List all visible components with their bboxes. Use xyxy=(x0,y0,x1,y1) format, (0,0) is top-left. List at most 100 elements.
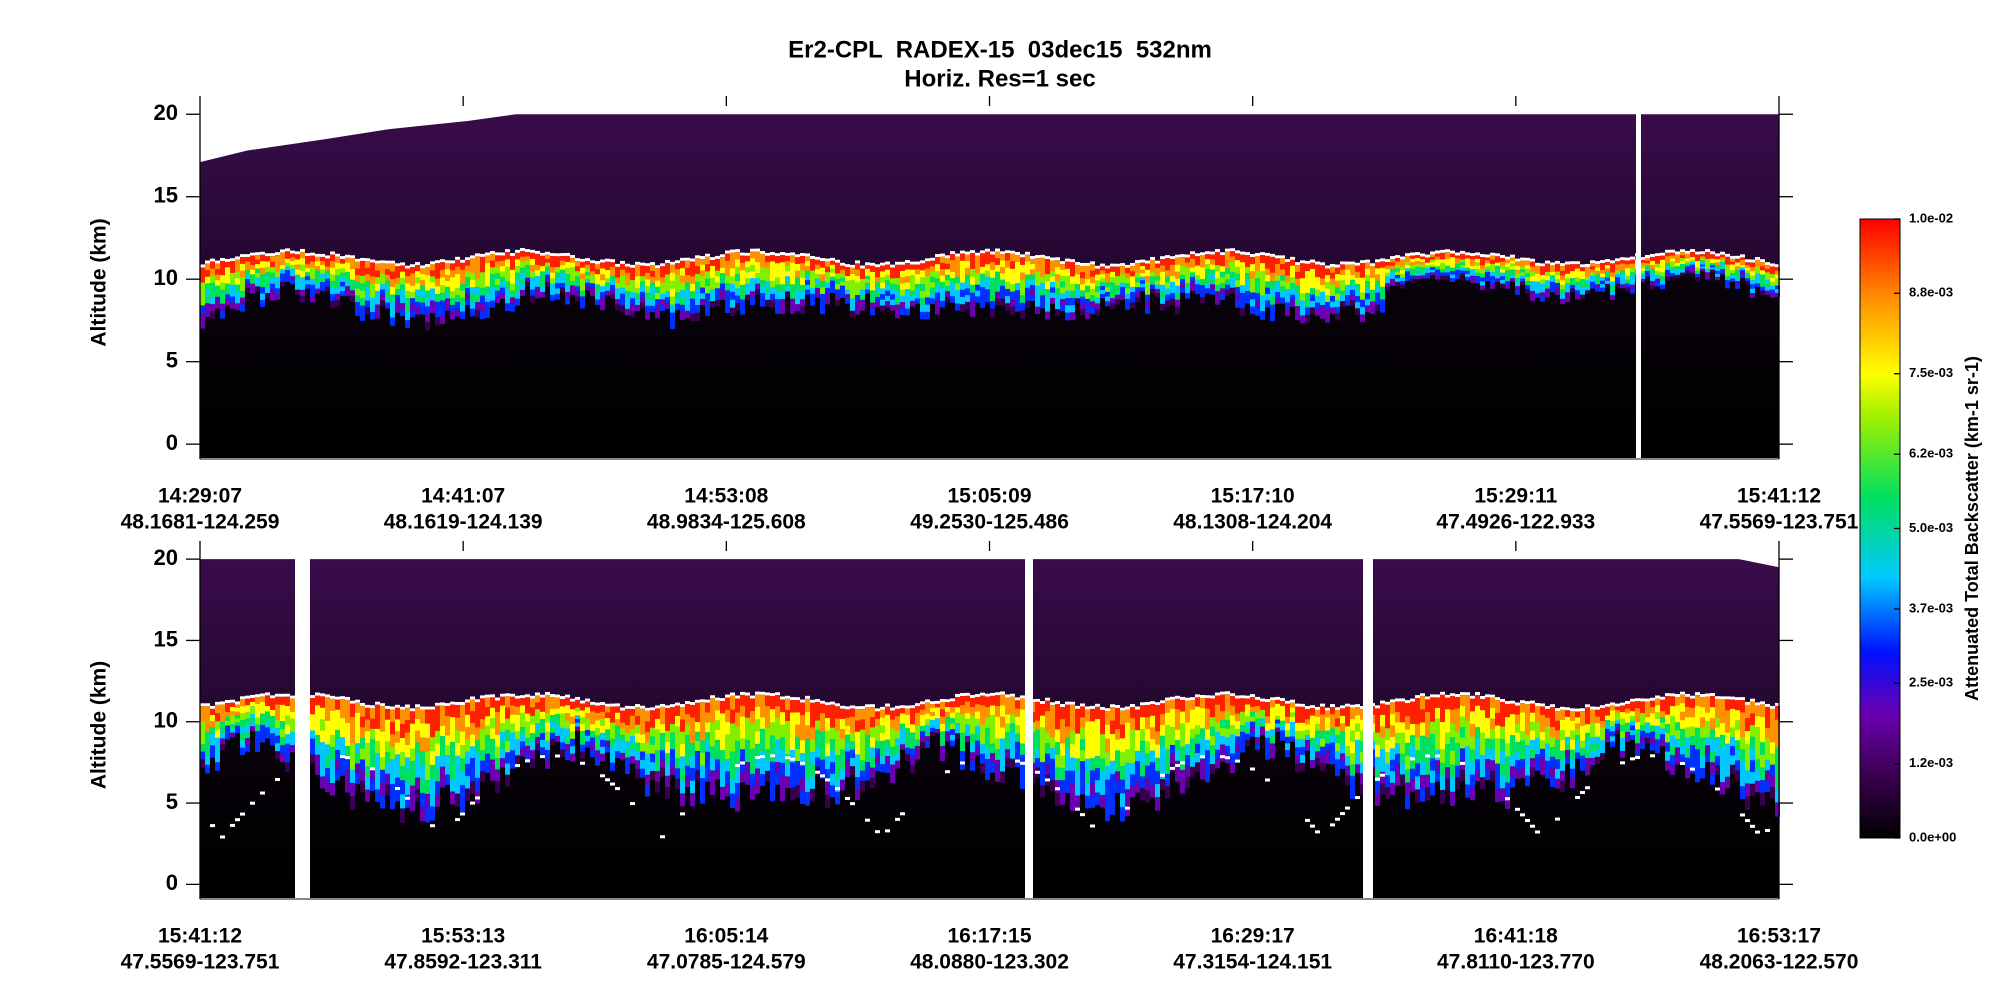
backscatter-texture xyxy=(835,779,840,793)
backscatter-texture xyxy=(1220,727,1225,737)
backscatter-texture xyxy=(590,711,595,719)
backscatter-texture xyxy=(840,281,845,287)
backscatter-texture xyxy=(440,269,445,279)
backscatter-texture xyxy=(510,297,515,305)
backscatter-texture xyxy=(760,260,765,268)
backscatter-texture xyxy=(1750,266,1755,272)
backscatter-texture xyxy=(1545,276,1550,281)
backscatter-texture xyxy=(965,254,970,262)
backscatter-texture xyxy=(320,693,325,697)
backscatter-texture xyxy=(910,716,915,725)
backscatter-texture xyxy=(1215,749,1220,760)
backscatter-texture xyxy=(670,280,675,290)
backscatter-texture xyxy=(260,280,265,288)
backscatter-texture xyxy=(585,698,590,702)
backscatter-texture xyxy=(1555,267,1560,273)
backscatter-texture xyxy=(795,736,800,750)
backscatter-texture xyxy=(820,768,825,779)
backscatter-texture xyxy=(435,702,440,706)
backscatter-texture xyxy=(910,290,915,297)
backscatter-texture xyxy=(315,744,320,756)
backscatter-texture xyxy=(630,310,635,318)
backscatter-texture xyxy=(1485,277,1490,282)
backscatter-texture xyxy=(460,262,465,271)
backscatter-texture xyxy=(705,264,710,272)
backscatter-texture xyxy=(1290,717,1295,723)
backscatter-texture xyxy=(1415,263,1420,268)
backscatter-texture xyxy=(930,266,935,272)
backscatter-texture xyxy=(1245,698,1250,705)
backscatter-texture xyxy=(1175,299,1180,308)
backscatter-texture xyxy=(775,263,780,271)
backscatter-texture xyxy=(260,251,265,255)
backscatter-texture xyxy=(1405,265,1410,269)
backscatter-texture xyxy=(1185,733,1190,745)
backscatter-texture xyxy=(1760,259,1765,263)
backscatter-texture xyxy=(830,750,835,763)
backscatter-texture xyxy=(895,745,900,754)
backscatter-texture xyxy=(510,304,515,312)
backscatter-texture xyxy=(560,713,565,722)
backscatter-texture xyxy=(985,748,990,760)
backscatter-texture xyxy=(920,263,925,271)
backscatter-texture xyxy=(1195,265,1200,271)
backscatter-texture xyxy=(1505,266,1510,271)
backscatter-texture xyxy=(575,726,580,731)
backscatter-texture xyxy=(275,735,280,744)
backscatter-texture xyxy=(715,769,720,780)
backscatter-texture xyxy=(1725,264,1730,269)
backscatter-texture xyxy=(1565,292,1570,298)
backscatter-texture xyxy=(625,263,630,267)
backscatter-texture xyxy=(435,768,440,782)
backscatter-texture xyxy=(1150,280,1155,286)
backscatter-texture xyxy=(585,275,590,280)
backscatter-texture xyxy=(930,704,935,709)
backscatter-texture xyxy=(1020,257,1025,266)
x-tick-label: 14:41:07 xyxy=(421,485,505,508)
backscatter-texture xyxy=(1005,694,1010,698)
backscatter-texture xyxy=(325,282,330,288)
backscatter-texture xyxy=(1540,288,1545,293)
backscatter-texture xyxy=(1605,271,1610,275)
backscatter-texture xyxy=(1095,755,1100,769)
backscatter-texture xyxy=(590,283,595,288)
backscatter-texture xyxy=(495,255,500,262)
backscatter-texture xyxy=(1280,730,1285,736)
backscatter-texture xyxy=(1310,708,1315,717)
backscatter-texture xyxy=(1130,286,1135,293)
backscatter-texture xyxy=(1565,297,1570,303)
backscatter-texture xyxy=(880,733,885,742)
backscatter-texture xyxy=(985,248,990,252)
backscatter-texture xyxy=(1300,260,1305,264)
backscatter-texture xyxy=(285,262,290,267)
backscatter-texture xyxy=(545,713,550,723)
backscatter-texture xyxy=(1150,738,1155,752)
backscatter-texture xyxy=(465,763,470,777)
backscatter-texture xyxy=(895,264,900,272)
backscatter-texture xyxy=(1640,257,1645,261)
backscatter-texture xyxy=(1020,280,1025,289)
backscatter-texture xyxy=(740,277,745,286)
backscatter-texture xyxy=(585,279,590,284)
backscatter-texture xyxy=(975,278,980,286)
backscatter-texture xyxy=(1050,726,1055,738)
backscatter-texture xyxy=(1670,273,1675,277)
backscatter-texture xyxy=(890,299,895,306)
backscatter-texture xyxy=(320,273,325,279)
backscatter-texture xyxy=(910,261,915,265)
backscatter-texture xyxy=(625,765,630,775)
backscatter-texture xyxy=(965,713,970,720)
backscatter-texture xyxy=(745,255,750,262)
backscatter-texture xyxy=(1560,289,1565,295)
backscatter-texture xyxy=(700,281,705,289)
backscatter-texture xyxy=(1495,262,1500,267)
backscatter-texture xyxy=(655,771,660,783)
backscatter-texture xyxy=(695,289,700,298)
backscatter-texture xyxy=(780,750,785,764)
backscatter-texture xyxy=(280,737,285,746)
backscatter-texture xyxy=(1195,725,1200,735)
backscatter-texture xyxy=(1235,706,1240,715)
backscatter-texture xyxy=(910,274,915,281)
backscatter-texture xyxy=(1180,261,1185,267)
backscatter-texture xyxy=(580,302,585,309)
